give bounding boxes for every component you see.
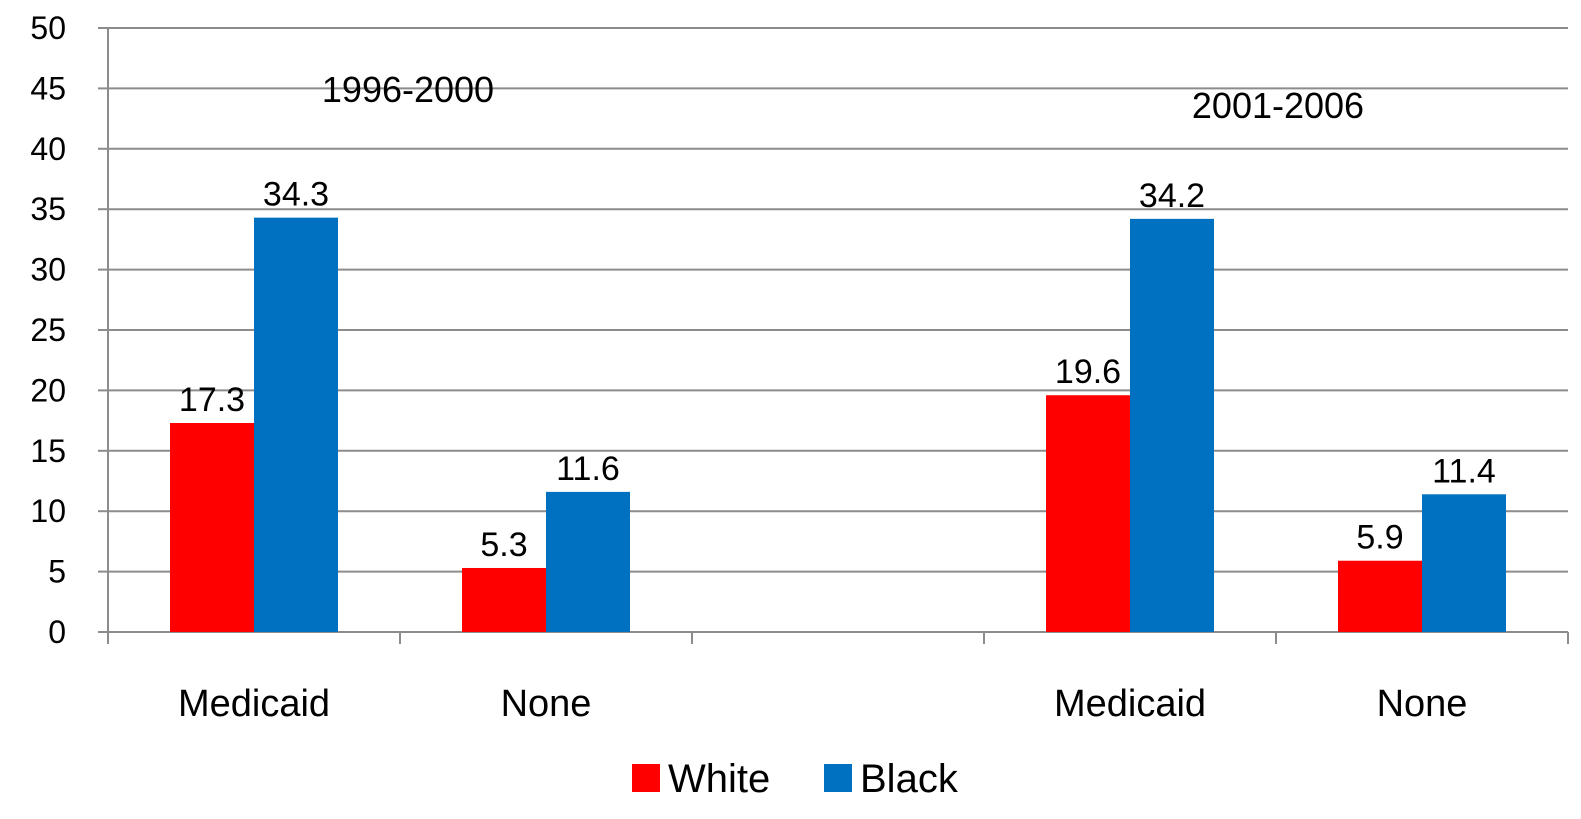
y-tick-label: 0	[48, 614, 66, 650]
bar-black	[546, 491, 630, 632]
x-category-label: None	[501, 683, 592, 725]
bar-white	[170, 423, 254, 632]
y-tick-label: 25	[30, 312, 66, 348]
y-tick-label: 20	[30, 372, 66, 408]
y-tick-label: 10	[30, 493, 66, 529]
data-label: 17.3	[179, 381, 245, 419]
legend-label-white: White	[668, 757, 770, 801]
y-tick-label: 35	[30, 191, 66, 227]
legend-swatch-black	[824, 764, 852, 792]
labels: 0 5 10 15 20 25 30 35 40 45 50 1996-2000 Medicaid 17.…	[30, 10, 1495, 725]
bar-black	[1422, 494, 1506, 632]
legend-swatch-white	[632, 764, 660, 792]
bar-white	[462, 567, 546, 632]
data-label: 34.3	[263, 176, 329, 214]
y-tick-label: 50	[30, 10, 66, 46]
bar-white	[1046, 395, 1130, 632]
data-label: 19.6	[1055, 353, 1121, 391]
legend: White Black	[632, 757, 959, 801]
data-label: 11.4	[1432, 452, 1496, 490]
y-tick-label: 45	[30, 70, 66, 106]
gridlines	[108, 27, 1568, 573]
bar-black	[254, 217, 338, 632]
x-category-label: None	[1377, 683, 1468, 725]
y-tick-label: 30	[30, 252, 66, 288]
legend-label-black: Black	[860, 757, 959, 801]
bar-black	[1130, 218, 1214, 632]
x-category-label: Medicaid	[178, 683, 330, 725]
y-tick-label: 15	[30, 433, 66, 469]
bars	[170, 217, 1506, 632]
axes	[98, 27, 1569, 644]
data-label: 5.3	[480, 526, 527, 564]
data-label: 11.6	[556, 450, 620, 488]
period-label: 1996-2000	[322, 69, 494, 110]
bar-white	[1338, 560, 1422, 632]
y-tick-label: 5	[48, 554, 66, 590]
data-label: 5.9	[1356, 519, 1403, 557]
x-category-label: Medicaid	[1054, 683, 1206, 725]
data-label: 34.2	[1139, 177, 1205, 215]
period-label: 2001-2006	[1192, 85, 1364, 126]
y-tick-label: 40	[30, 131, 66, 167]
